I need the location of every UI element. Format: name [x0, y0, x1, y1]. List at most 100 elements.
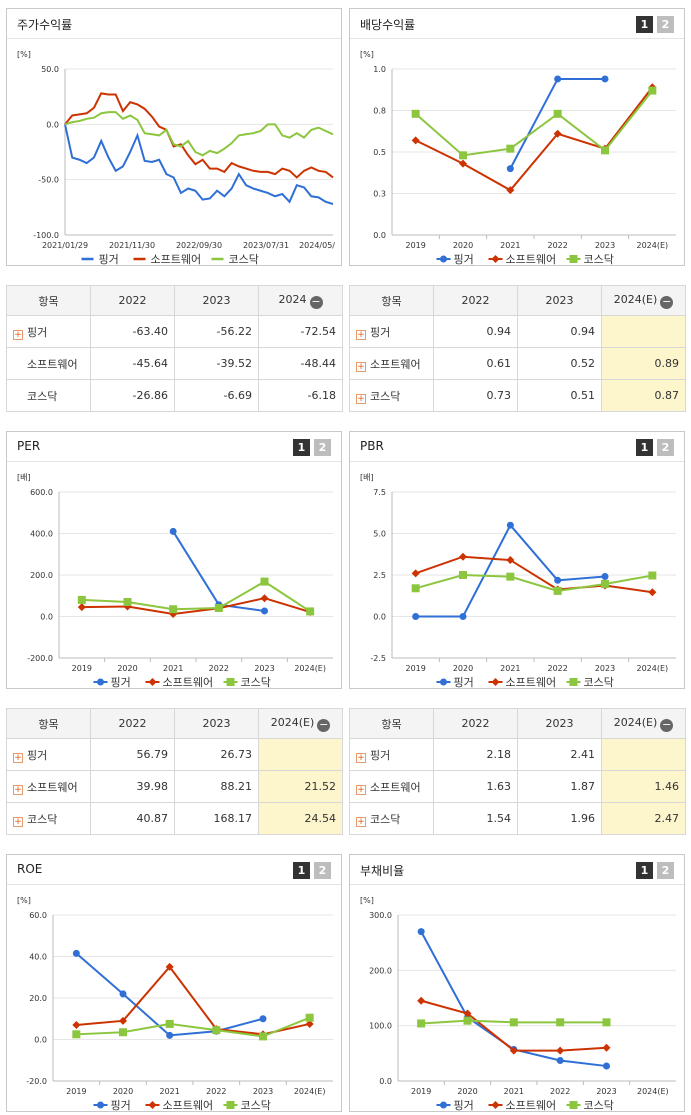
- expand-plus-icon[interactable]: +: [356, 393, 366, 404]
- page-2-button[interactable]: 2: [657, 16, 674, 33]
- x-tick-label: 2021: [159, 1087, 179, 1096]
- page-1-button[interactable]: 1: [293, 862, 310, 879]
- legend-marker: [440, 255, 447, 263]
- expand-plus-icon[interactable]: +: [13, 784, 23, 795]
- collapse-icon[interactable]: −: [660, 717, 674, 732]
- row-name-label: 코스닥: [370, 812, 401, 826]
- expand-plus-icon[interactable]: +: [356, 816, 366, 827]
- y-tick-label: 5.0: [373, 530, 386, 539]
- value-cell: 1.96: [517, 802, 602, 835]
- series-line: [415, 555, 653, 594]
- x-tick-label: 2020: [453, 664, 473, 673]
- legend-label: 소프트웨어: [163, 676, 214, 688]
- series-line: [76, 965, 310, 1036]
- legend-marker: [569, 678, 578, 686]
- page-1-button[interactable]: 1: [636, 16, 653, 33]
- data-point: [72, 1020, 81, 1029]
- column-header-label: 2023: [545, 717, 574, 730]
- value-cell: 2.18: [433, 738, 518, 771]
- y-tick-label: -2.5: [370, 654, 386, 663]
- pager: 1 2: [293, 862, 331, 879]
- legend-label: 핑거: [111, 676, 131, 688]
- legend-marker: [97, 678, 104, 686]
- column-header-label: 항목: [38, 294, 59, 308]
- x-tick-label: 2021: [504, 1087, 524, 1096]
- column-header-label: 항목: [381, 294, 402, 308]
- page-2-button[interactable]: 2: [314, 862, 331, 879]
- data-point: [166, 1031, 174, 1039]
- x-tick-label: 2021: [500, 241, 520, 250]
- panel-title: 배당수익률: [360, 18, 416, 32]
- legend-label: 핑거: [454, 676, 474, 688]
- panel-header: PER 1 2: [7, 432, 341, 462]
- x-tick-label: 2021: [163, 664, 183, 673]
- column-header-label: 2022: [118, 717, 147, 730]
- expand-plus-icon[interactable]: +: [356, 361, 366, 372]
- expand-plus-icon[interactable]: +: [356, 752, 366, 763]
- column-header: 2022: [90, 285, 175, 316]
- legend-label: 핑거: [111, 1099, 131, 1111]
- y-tick-label: -200.0: [27, 654, 53, 663]
- column-header: 2024(E) −: [601, 708, 686, 739]
- row-name-cell: 소프트웨어: [6, 347, 91, 380]
- expand-plus-icon[interactable]: +: [13, 752, 23, 763]
- x-tick-label: 2024(E): [637, 241, 669, 250]
- legend-label: 소프트웨어: [506, 676, 557, 688]
- y-tick-label: -100.0: [33, 231, 59, 240]
- collapse-icon[interactable]: −: [309, 294, 323, 309]
- expand-plus-icon[interactable]: +: [13, 816, 23, 827]
- row-name-cell: + 코스닥: [349, 379, 434, 412]
- panel-header: PBR 1 2: [350, 432, 684, 462]
- dividend-yield-panel: 배당수익률 1 2 [%] 1.0 0.8 0.5 0.3 0.0 2019 2020 2021…: [349, 8, 685, 266]
- page-1-button[interactable]: 1: [293, 439, 310, 456]
- column-header: 2023: [174, 285, 259, 316]
- y-tick-label: 60.0: [29, 911, 47, 920]
- y-unit-label: [%]: [360, 896, 374, 905]
- y-tick-label: 0.0: [46, 120, 59, 129]
- x-tick-label: 2021/11/30: [109, 241, 155, 250]
- value-cell: 1.63: [433, 770, 518, 803]
- y-tick-label: 300.0: [369, 911, 392, 920]
- expand-plus-icon[interactable]: +: [356, 784, 366, 795]
- value-cell: 0.94: [517, 315, 602, 348]
- debt-ratio-panel: 부채비율 1 2 [%] 300.0 200.0 100.0 0.0 2019 2020 20…: [349, 854, 685, 1112]
- series-line: [76, 1016, 311, 1038]
- panel-header: 배당수익률 1 2: [350, 9, 684, 39]
- x-tick-label: 2023: [254, 664, 274, 673]
- legend-marker: [148, 1101, 157, 1109]
- data-point: [212, 1026, 221, 1035]
- data-point: [463, 1009, 472, 1018]
- data-point: [602, 1018, 611, 1027]
- x-tick-label: 2022: [547, 664, 567, 673]
- page-2-button[interactable]: 2: [314, 439, 331, 456]
- x-tick-label: 2022: [209, 664, 229, 673]
- row-name-cell: + 핑거: [349, 315, 434, 348]
- collapse-icon[interactable]: −: [660, 294, 674, 309]
- y-tick-label: 20.0: [29, 994, 47, 1003]
- page-1-button[interactable]: 1: [636, 439, 653, 456]
- data-point: [123, 597, 132, 606]
- page-2-button[interactable]: 2: [657, 439, 674, 456]
- debt-ratio-chart: [%] 300.0 200.0 100.0 0.0 2019 2020 2021 2022 202…: [360, 896, 676, 1112]
- expand-plus-icon[interactable]: +: [356, 329, 366, 340]
- column-header-label: 2024: [278, 292, 307, 306]
- x-tick-label: 2020: [117, 664, 137, 673]
- series-line: [64, 92, 334, 179]
- data-point: [554, 576, 562, 584]
- collapse-icon[interactable]: −: [317, 717, 331, 732]
- table-header-row: 항목 2022 2023 2024(E) −: [349, 285, 686, 316]
- page-1-button[interactable]: 1: [636, 862, 653, 879]
- legend-marker: [569, 255, 578, 263]
- page-2-button[interactable]: 2: [657, 862, 674, 879]
- legend-label: 코스닥: [584, 676, 614, 688]
- row-name-label: 핑거: [370, 748, 391, 762]
- row-name-cell: + 핑거: [6, 738, 91, 771]
- y-unit-label: [%]: [17, 50, 31, 59]
- value-cell: -6.69: [174, 379, 259, 412]
- column-header-label: 2022: [118, 294, 147, 307]
- series-line: [81, 580, 311, 613]
- data-point: [411, 569, 420, 578]
- expand-plus-icon[interactable]: +: [13, 329, 23, 340]
- y-tick-label: 200.0: [30, 571, 53, 580]
- y-unit-label: [배]: [17, 473, 31, 482]
